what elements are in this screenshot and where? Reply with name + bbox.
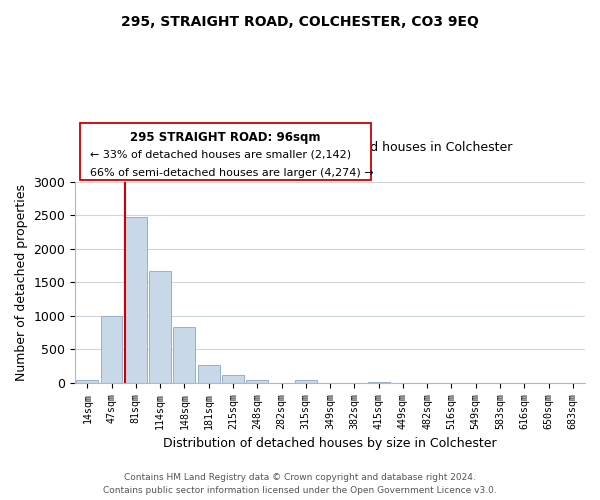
Title: Size of property relative to detached houses in Colchester: Size of property relative to detached ho…	[148, 141, 512, 154]
Bar	[76, 380, 98, 383]
Text: 66% of semi-detached houses are larger (4,274) →: 66% of semi-detached houses are larger (…	[91, 168, 374, 177]
Bar	[198, 365, 220, 383]
Bar	[295, 380, 317, 383]
Bar	[149, 271, 171, 383]
Text: Contains HM Land Registry data © Crown copyright and database right 2024.
Contai: Contains HM Land Registry data © Crown c…	[103, 474, 497, 495]
Bar	[247, 380, 268, 383]
FancyBboxPatch shape	[80, 124, 371, 180]
Text: 295 STRAIGHT ROAD: 96sqm: 295 STRAIGHT ROAD: 96sqm	[130, 132, 321, 144]
Text: ← 33% of detached houses are smaller (2,142): ← 33% of detached houses are smaller (2,…	[91, 150, 352, 160]
Bar	[101, 316, 122, 383]
Bar	[368, 382, 389, 383]
Bar	[173, 328, 196, 383]
Bar	[222, 375, 244, 383]
Y-axis label: Number of detached properties: Number of detached properties	[15, 184, 28, 381]
Bar	[125, 217, 147, 383]
Text: 295, STRAIGHT ROAD, COLCHESTER, CO3 9EQ: 295, STRAIGHT ROAD, COLCHESTER, CO3 9EQ	[121, 15, 479, 29]
X-axis label: Distribution of detached houses by size in Colchester: Distribution of detached houses by size …	[163, 437, 497, 450]
